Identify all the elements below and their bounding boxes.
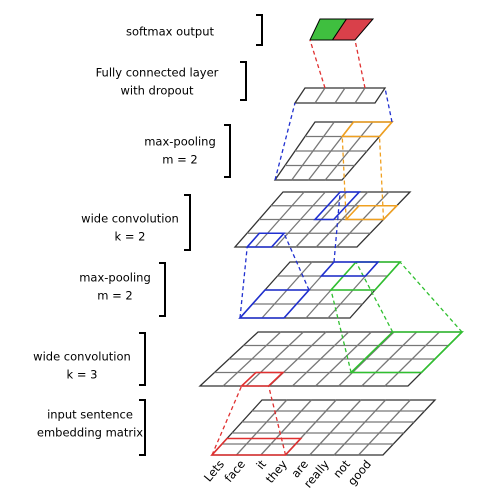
grid-line [333, 399, 387, 456]
connector [384, 87, 393, 123]
grid-line [260, 399, 312, 456]
layer-label: embedding matrix [37, 426, 143, 440]
bracket [224, 124, 231, 178]
word-label: Lets [201, 457, 227, 484]
layer-label: max-pooling [144, 135, 216, 149]
layer-label: max-pooling [79, 271, 151, 285]
connector [309, 39, 326, 89]
layer-label: m = 2 [97, 289, 132, 303]
connector [268, 385, 287, 456]
highlight [313, 191, 362, 221]
layer-label: m = 2 [162, 153, 197, 167]
layer-label: softmax output [126, 25, 215, 39]
layer-label: wide convolution [33, 350, 131, 364]
connector [239, 246, 248, 319]
bracket [139, 332, 146, 386]
word-label: it [253, 457, 269, 472]
bracket [256, 14, 263, 46]
grid-line [235, 399, 288, 456]
layer-outline [210, 399, 437, 456]
layer-label: k = 3 [67, 368, 98, 382]
layer-label: input sentence [47, 408, 133, 422]
highlight [238, 289, 311, 319]
bracket [159, 262, 166, 317]
grid-line [309, 399, 362, 456]
grid-line [314, 87, 326, 104]
highlight [245, 232, 286, 248]
word-label: they [263, 457, 290, 486]
layer-label: wide convolution [81, 212, 179, 226]
layer-label: Fully connected layer [96, 66, 219, 80]
connector [399, 261, 463, 333]
bracket [184, 194, 191, 251]
highlight [340, 121, 394, 138]
highlight [349, 331, 464, 374]
layer-grids [198, 18, 464, 456]
word-label: good [345, 457, 374, 488]
grid-line [334, 87, 346, 104]
connector [355, 261, 394, 333]
grid-line [358, 399, 411, 456]
word-label: face [222, 457, 248, 485]
connector [333, 191, 341, 263]
connector [283, 232, 310, 291]
bracket [139, 399, 146, 456]
bracket [240, 61, 247, 101]
layer-label: k = 2 [115, 230, 146, 244]
connector [354, 39, 366, 89]
connector [274, 102, 296, 181]
connector [211, 385, 243, 456]
connector [330, 289, 352, 373]
highlight [319, 261, 380, 277]
highlight [329, 261, 402, 291]
layer-label: with dropout [121, 84, 194, 98]
grid-line [354, 87, 366, 104]
